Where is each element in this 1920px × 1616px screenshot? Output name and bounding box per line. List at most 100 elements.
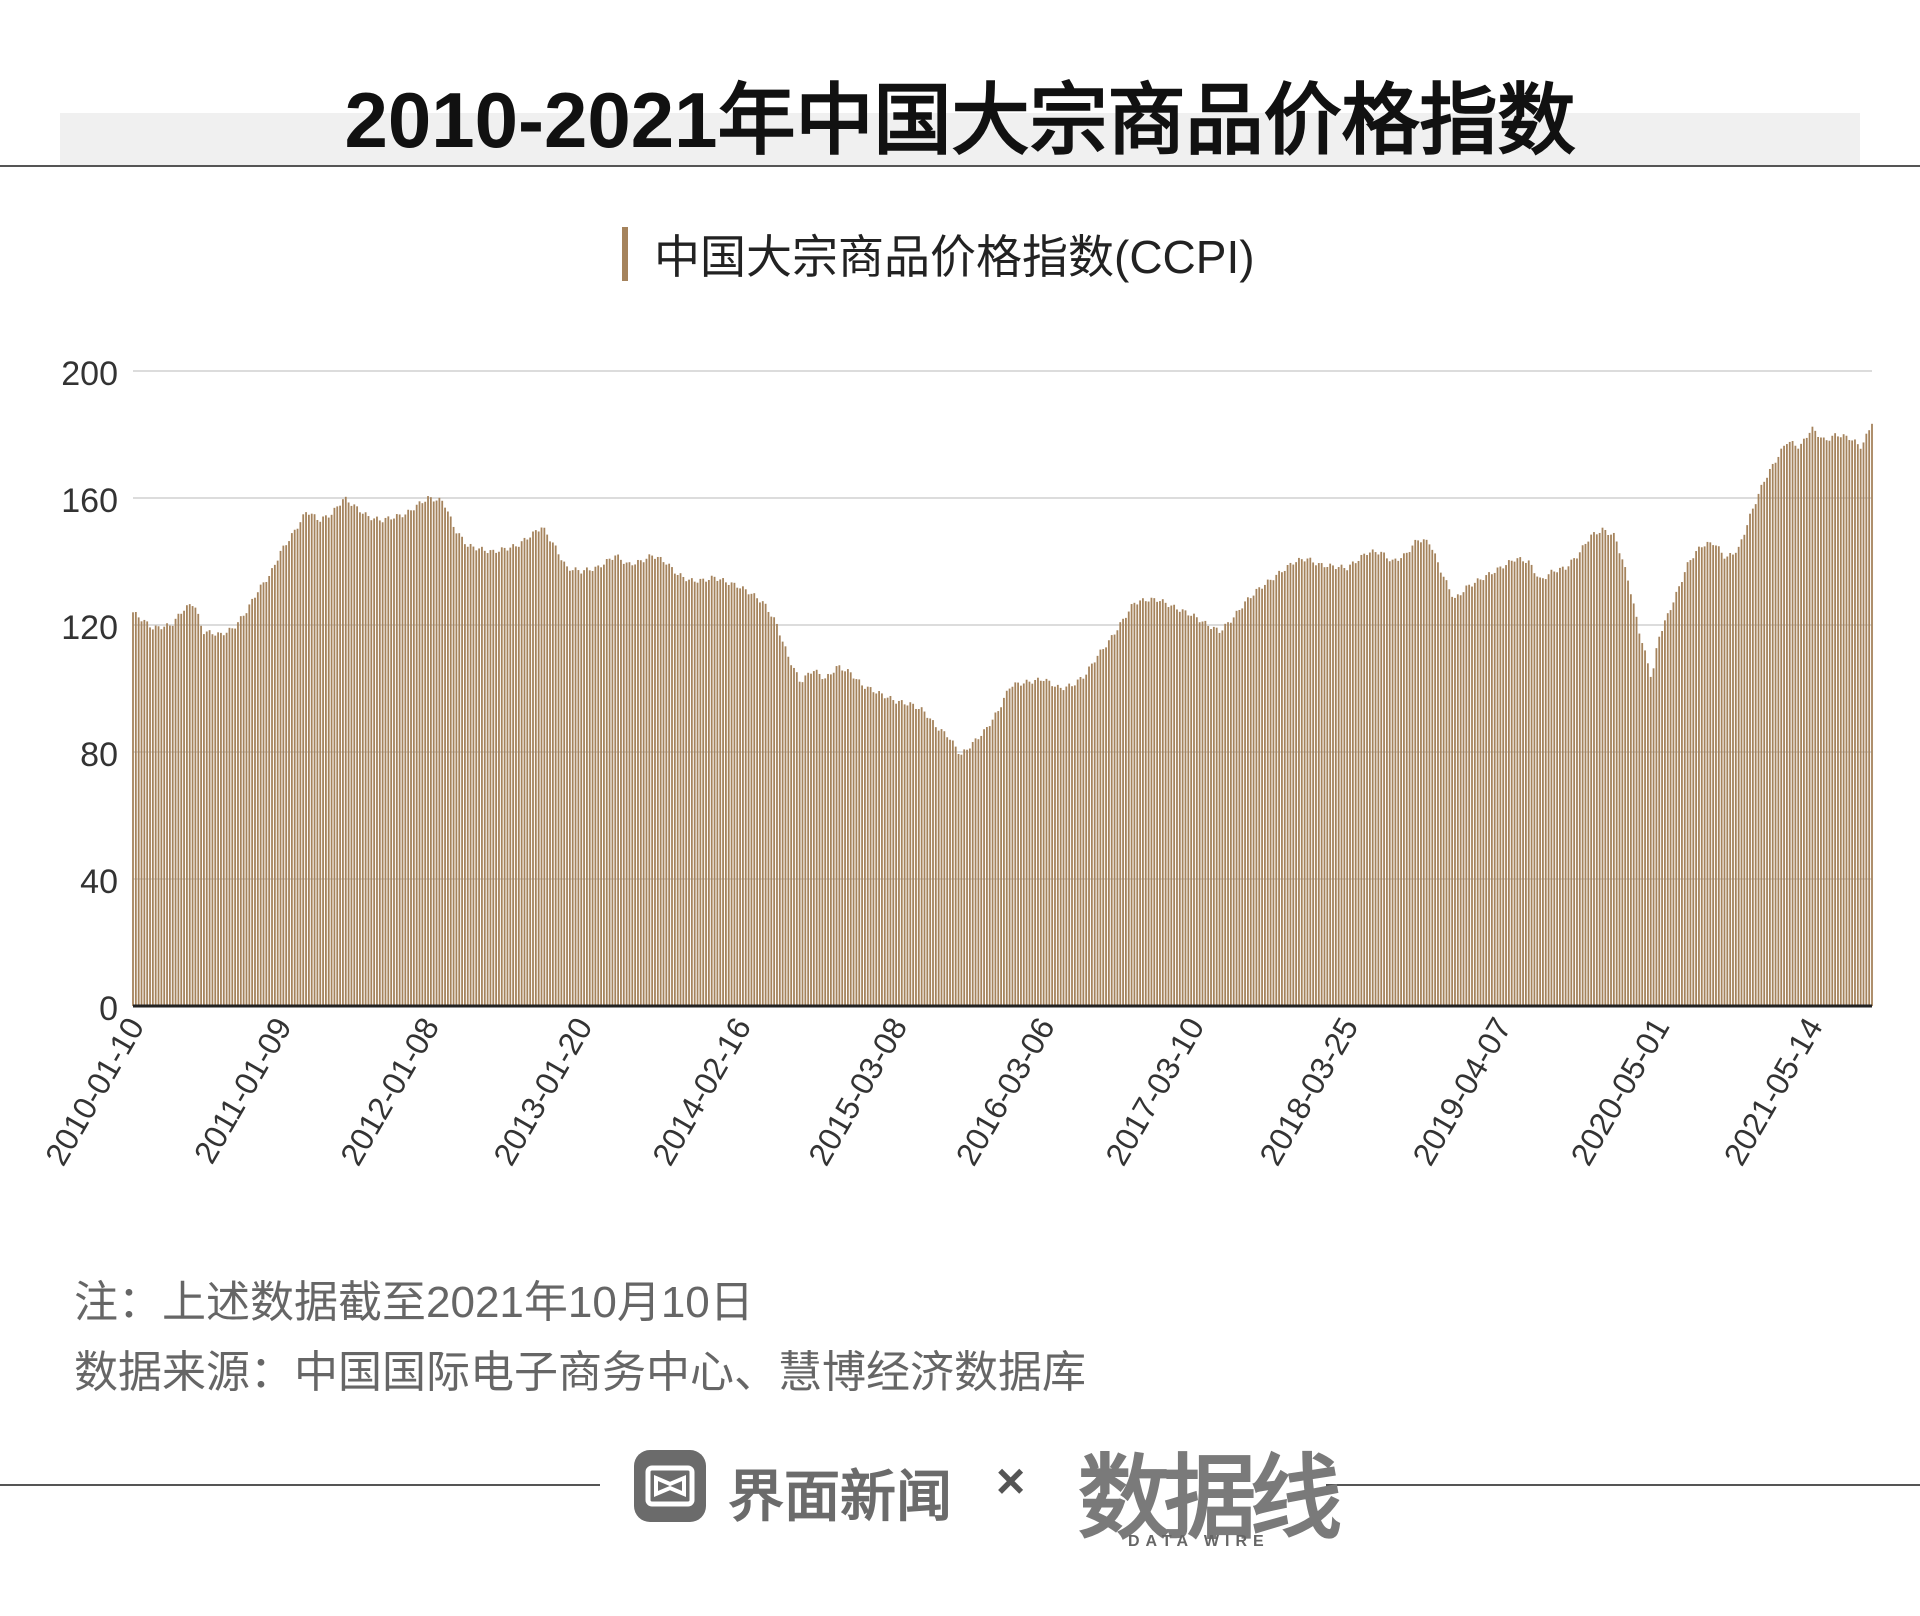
bar: [1272, 580, 1275, 1006]
bar: [1754, 504, 1757, 1006]
bar: [1695, 551, 1698, 1006]
bar: [273, 564, 276, 1006]
bar: [1150, 597, 1153, 1006]
bar: [1700, 547, 1703, 1006]
bar: [1042, 681, 1045, 1006]
bar: [1451, 596, 1454, 1006]
bar: [957, 754, 960, 1006]
bar: [146, 621, 149, 1006]
bar: [1428, 544, 1431, 1006]
bar: [1011, 686, 1014, 1006]
bar: [1037, 677, 1039, 1006]
x-axis-ticks: 2010-01-10 2011-01-09 2012-01-08 2013-01-20…: [38, 1012, 1830, 1172]
bar: [767, 611, 770, 1006]
bar: [1598, 532, 1601, 1006]
bar: [1161, 599, 1164, 1006]
bar: [1090, 663, 1093, 1006]
bar: [1329, 563, 1332, 1006]
bar: [1003, 697, 1005, 1006]
bar: [1312, 562, 1315, 1006]
bar: [1391, 559, 1394, 1006]
x-tick-label: 2020-05-01: [1563, 1012, 1676, 1172]
bar: [872, 692, 875, 1006]
bar: [707, 580, 710, 1006]
bar: [279, 550, 282, 1006]
bar: [900, 700, 903, 1006]
bar: [168, 625, 171, 1006]
bar: [716, 580, 719, 1006]
bar: [790, 665, 793, 1006]
bar: [824, 678, 827, 1006]
bar: [594, 566, 597, 1006]
bar: [554, 545, 557, 1006]
bar: [421, 503, 424, 1006]
bar: [685, 581, 688, 1006]
bar: [1612, 532, 1615, 1006]
bar: [1193, 613, 1195, 1006]
bar: [1800, 443, 1802, 1007]
bar: [1400, 558, 1402, 1006]
x-tick-label: 2013-01-20: [486, 1012, 599, 1172]
bar: [254, 597, 256, 1006]
bar: [1227, 622, 1229, 1006]
bar: [702, 578, 705, 1006]
bar: [759, 602, 761, 1006]
bar: [846, 669, 849, 1006]
x-tick-label: 2015-03-08: [801, 1012, 914, 1172]
bar: [350, 505, 353, 1006]
bar: [364, 512, 367, 1006]
bar: [631, 565, 634, 1006]
bar: [1093, 662, 1096, 1006]
bar: [656, 556, 659, 1006]
bar: [917, 709, 920, 1006]
bar: [1814, 430, 1817, 1007]
bar: [1405, 552, 1408, 1006]
bar: [1644, 650, 1646, 1006]
bar: [940, 729, 943, 1006]
bar: [1317, 563, 1320, 1006]
bar: [1610, 534, 1612, 1006]
bar: [983, 729, 985, 1006]
bar: [1420, 542, 1422, 1006]
bar: [1530, 564, 1533, 1006]
bar: [1618, 553, 1621, 1006]
bar: [367, 516, 370, 1006]
bar: [1439, 572, 1442, 1006]
bar: [866, 686, 869, 1006]
bar: [571, 570, 574, 1006]
bar: [1008, 688, 1011, 1006]
bar: [1309, 557, 1312, 1006]
bar: [1635, 616, 1638, 1006]
bar: [1383, 552, 1385, 1006]
bar: [1170, 605, 1173, 1006]
bar: [997, 711, 1000, 1006]
footer-rule-right: [1326, 1484, 1920, 1486]
bar: [197, 613, 200, 1006]
bar: [756, 598, 759, 1006]
bar: [994, 712, 997, 1006]
bar: [1300, 559, 1303, 1006]
bar: [1210, 629, 1212, 1006]
bar: [1641, 643, 1644, 1006]
bar: [1476, 578, 1479, 1006]
bar: [744, 589, 747, 1006]
bar: [517, 546, 520, 1006]
x-tick-label: 2018-03-25: [1252, 1012, 1365, 1172]
bar: [217, 632, 220, 1006]
bar: [665, 564, 668, 1006]
bar: [256, 592, 259, 1006]
bar: [285, 545, 288, 1006]
bar: [923, 711, 926, 1006]
bar: [191, 606, 194, 1006]
bar: [466, 546, 469, 1006]
bar: [336, 506, 339, 1006]
bar: [699, 578, 702, 1006]
bar: [895, 703, 898, 1006]
bar: [1726, 556, 1729, 1006]
bar: [1516, 558, 1519, 1006]
bar: [1632, 603, 1635, 1006]
bar: [733, 582, 736, 1006]
bar: [986, 726, 988, 1006]
bar: [605, 559, 608, 1006]
bar: [1255, 588, 1258, 1006]
